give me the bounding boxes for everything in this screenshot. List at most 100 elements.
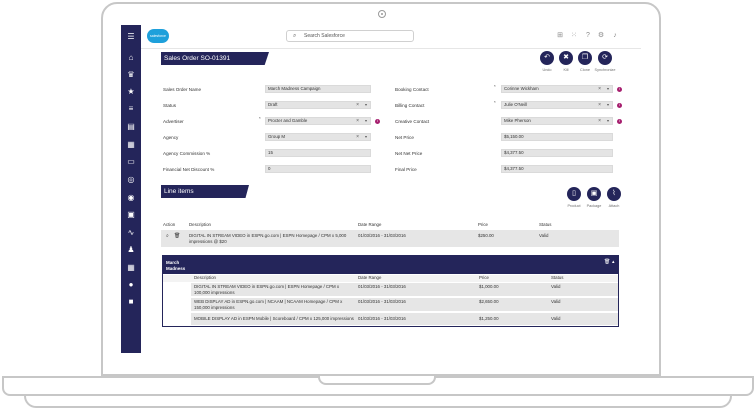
chevron-down-icon[interactable]: ▾ <box>364 118 367 123</box>
search-input[interactable]: ⌕ Search Salesforce <box>286 30 414 42</box>
trash-icon[interactable]: 🗑 <box>604 259 611 265</box>
user-icon[interactable]: ● <box>128 280 134 289</box>
chevron-down-icon[interactable]: ▾ <box>606 118 609 123</box>
app-screen: ☰ ⌂ ♛ ★ ≡ ▤ ▦ ▭ ◎ ◉ ▣ ∿ ♟ ▦ ● ■ salesfor… <box>121 25 641 353</box>
clear-icon[interactable]: × <box>356 134 359 140</box>
package-button[interactable]: ▣ <box>587 187 601 201</box>
booking-contact-value: Corinne Wickham <box>504 86 539 91</box>
clear-icon[interactable]: × <box>356 102 359 108</box>
menu-icon[interactable]: ☰ <box>127 32 135 41</box>
briefcase-icon[interactable]: ■ <box>128 297 134 306</box>
net-net-price-label: Net Net Price <box>395 151 423 156</box>
home-icon[interactable]: ⌂ <box>128 53 134 62</box>
required-marker: * <box>494 84 496 89</box>
chevron-up-icon[interactable]: ▴ <box>612 259 615 265</box>
settings-icon[interactable]: ⚙ <box>597 32 605 39</box>
chevron-down-icon[interactable]: ▾ <box>364 134 367 139</box>
group-col-price: Price <box>479 275 490 280</box>
group-row-description: WEB DISPLAY AD in ESPN.go.com | NCAAM | … <box>194 299 343 310</box>
net-net-price-field: $4,377.50 <box>501 149 613 157</box>
group-row-date-range: 01/03/2016 - 31/03/2016 <box>358 284 406 289</box>
compass-icon[interactable]: ◉ <box>127 193 135 202</box>
table-row[interactable] <box>191 283 618 296</box>
group-row-status: Valid <box>551 299 561 304</box>
documents-icon[interactable]: ▤ <box>127 122 135 131</box>
table-row[interactable] <box>161 230 619 247</box>
booking-contact-select[interactable]: Corinne Wickham × ▾ <box>501 85 613 93</box>
group-row-description: MOBILE DISPLAY AD in ESPN Mobile | Score… <box>194 316 354 321</box>
sales-order-name-field[interactable]: March Madness Campaign <box>265 85 371 93</box>
chevron-down-icon[interactable]: ▾ <box>606 86 609 91</box>
chevron-down-icon[interactable]: ▾ <box>606 102 609 107</box>
target-icon[interactable]: ◎ <box>127 175 135 184</box>
clipboard-icon[interactable]: ▣ <box>127 210 135 219</box>
info-icon[interactable]: i <box>617 87 622 92</box>
billing-contact-value: Julie O'Neill <box>504 102 528 107</box>
clone-label: Clone <box>580 68 590 72</box>
group-col-status: Status <box>551 275 564 280</box>
group-row-date-range: 01/03/2016 - 31/03/2016 <box>358 316 406 321</box>
advertiser-select[interactable]: Procter and Gamble × ▾ <box>265 117 371 125</box>
agency-commission-value: 15 <box>268 150 273 155</box>
clear-icon[interactable]: × <box>598 118 601 124</box>
chevron-down-icon[interactable]: ▾ <box>364 102 367 107</box>
sidebar: ☰ ⌂ ♛ ★ ≡ ▤ ▦ ▭ ◎ ◉ ▣ ∿ ♟ ▦ ● ■ <box>121 25 141 353</box>
status-select[interactable]: Draft × ▾ <box>265 101 371 109</box>
group-header[interactable]: March Madness 🗑 ▴ <box>163 256 618 274</box>
kill-label: Kill <box>563 68 569 72</box>
group-row-status: Valid <box>551 316 561 321</box>
star-icon[interactable]: ★ <box>127 87 135 96</box>
calendar-icon[interactable]: ▦ <box>127 140 135 149</box>
clear-icon[interactable]: × <box>598 102 601 108</box>
group-row-price: $1,000.00 <box>479 284 499 289</box>
attach-button[interactable]: ⌇ <box>607 187 621 201</box>
clone-button[interactable]: ❐ <box>578 51 592 65</box>
info-icon[interactable]: i <box>617 119 622 124</box>
status-label: Status <box>163 103 177 108</box>
group-column-header <box>163 275 618 282</box>
synchronize-button[interactable]: ⟳ <box>598 51 612 65</box>
pulse-icon[interactable]: ∿ <box>127 228 135 237</box>
product-button[interactable]: ▯ <box>567 187 581 201</box>
group-col-date-range: Date Range <box>358 275 382 280</box>
billing-contact-select[interactable]: Julie O'Neill × ▾ <box>501 101 613 109</box>
calendar-grid-icon[interactable]: ▦ <box>127 263 135 272</box>
group-name: March Madness <box>166 260 186 271</box>
info-icon[interactable]: i <box>375 119 380 124</box>
search-icon: ⌕ <box>293 33 297 39</box>
agency-select[interactable]: Group M × ▾ <box>265 133 371 141</box>
row-price: $250.00 <box>478 233 494 238</box>
agency-commission-field[interactable]: 15 <box>265 149 371 157</box>
agency-value: Group M <box>268 134 286 139</box>
agency-commission-label: Agency Commission % <box>163 151 211 156</box>
creative-contact-select[interactable]: Mike Pherson × ▾ <box>501 117 613 125</box>
plus-icon[interactable]: ⊞ <box>557 32 563 39</box>
product-label: Product <box>567 204 581 208</box>
list-icon[interactable]: ≡ <box>128 104 134 113</box>
grid-icon[interactable]: ⁙ <box>571 32 577 39</box>
table-row[interactable] <box>191 298 618 311</box>
table-row[interactable] <box>191 313 618 325</box>
info-icon[interactable]: i <box>617 103 622 108</box>
clear-icon[interactable]: × <box>598 86 601 92</box>
net-price-value: $5,150.00 <box>504 134 524 139</box>
help-icon[interactable]: ? <box>586 32 590 39</box>
crown-icon[interactable]: ♛ <box>127 70 135 79</box>
trash-icon[interactable]: 🗑 <box>174 233 181 239</box>
net-price-field: $5,150.00 <box>501 133 613 141</box>
bell-icon[interactable]: ♪ <box>613 32 617 39</box>
row-date-range: 01/03/2016 - 31/03/2016 <box>358 233 406 238</box>
financial-net-discount-field[interactable]: 0 <box>265 165 371 173</box>
salesforce-logo[interactable]: salesforce <box>147 29 169 43</box>
clear-icon[interactable]: × <box>356 118 359 124</box>
final-price-field: $4,377.50 <box>501 165 613 173</box>
undo-button[interactable]: ↶ <box>540 51 554 65</box>
id-card-icon[interactable]: ▭ <box>127 157 135 166</box>
creative-contact-value: Mike Pherson <box>504 118 531 123</box>
col-status: Status <box>539 222 552 227</box>
sales-order-name-label: Sales Order Name <box>163 87 202 92</box>
financial-net-discount-value: 0 <box>268 166 271 171</box>
kill-button[interactable]: ✖ <box>559 51 573 65</box>
users-icon[interactable]: ♟ <box>127 245 135 254</box>
search-icon[interactable]: ⌕ <box>166 233 169 239</box>
